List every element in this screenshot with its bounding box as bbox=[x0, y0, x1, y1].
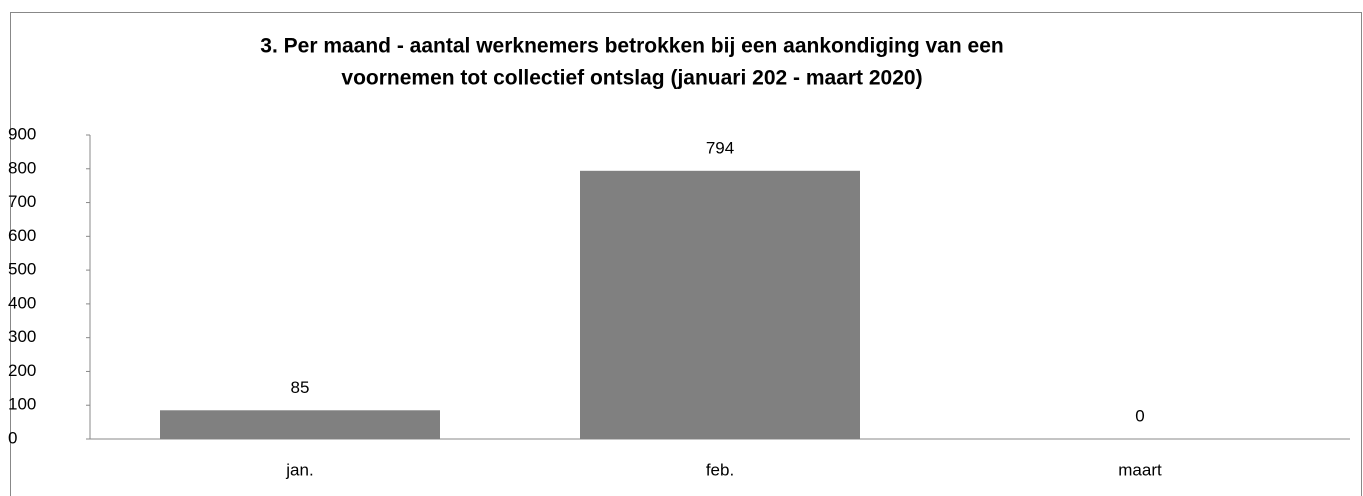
bar bbox=[580, 170, 860, 439]
x-tick-label: feb. bbox=[706, 460, 734, 479]
y-tick-label: 400 bbox=[8, 293, 36, 312]
bar bbox=[160, 410, 440, 439]
y-tick-label: 800 bbox=[8, 158, 36, 177]
y-tick-label: 300 bbox=[8, 327, 36, 346]
y-tick-label: 500 bbox=[8, 260, 36, 279]
y-tick-label: 200 bbox=[8, 361, 36, 380]
y-tick-label: 600 bbox=[8, 226, 36, 245]
chart-frame bbox=[10, 12, 1362, 496]
data-label: 794 bbox=[706, 138, 734, 157]
x-tick-label: maart bbox=[1118, 460, 1162, 479]
data-label: 85 bbox=[291, 378, 310, 397]
y-tick-label: 900 bbox=[8, 124, 36, 143]
data-label: 0 bbox=[1135, 406, 1144, 425]
chart-title: 3. Per maand - aantal werknemers betrokk… bbox=[260, 35, 1003, 58]
y-tick-label: 100 bbox=[8, 395, 36, 414]
x-tick-label: jan. bbox=[285, 460, 313, 479]
chart-title: voornemen tot collectief ontslag (januar… bbox=[341, 67, 922, 90]
y-tick-label: 700 bbox=[8, 192, 36, 211]
y-tick-label: 0 bbox=[8, 428, 17, 447]
